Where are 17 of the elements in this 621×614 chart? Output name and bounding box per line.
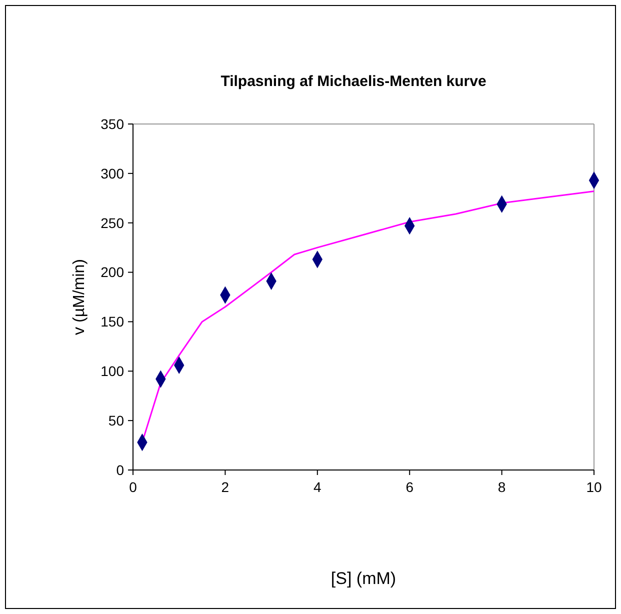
y-tick-label: 100	[100, 363, 124, 380]
y-tick-label: 300	[100, 165, 124, 182]
y-tick-label: 150	[100, 314, 124, 330]
chart-title: Tilpasning af Michaelis-Menten kurve	[220, 73, 486, 90]
y-axis-title: v (µM/min)	[71, 259, 88, 335]
y-tick-label: 250	[100, 214, 124, 231]
x-tick-label: 10	[586, 479, 602, 495]
x-tick-label: 4	[314, 479, 322, 495]
x-tick-label: 8	[498, 479, 506, 495]
x-tick-label: 2	[221, 479, 230, 495]
y-tick-label: 0	[116, 462, 124, 478]
x-axis-title: [S] (mM)	[330, 569, 396, 588]
y-tick-label: 200	[100, 264, 124, 280]
y-tick-label: 50	[108, 412, 124, 428]
x-tick-label: 6	[406, 479, 414, 495]
x-tick-label: 0	[129, 479, 138, 495]
y-tick-label: 350	[100, 116, 124, 132]
